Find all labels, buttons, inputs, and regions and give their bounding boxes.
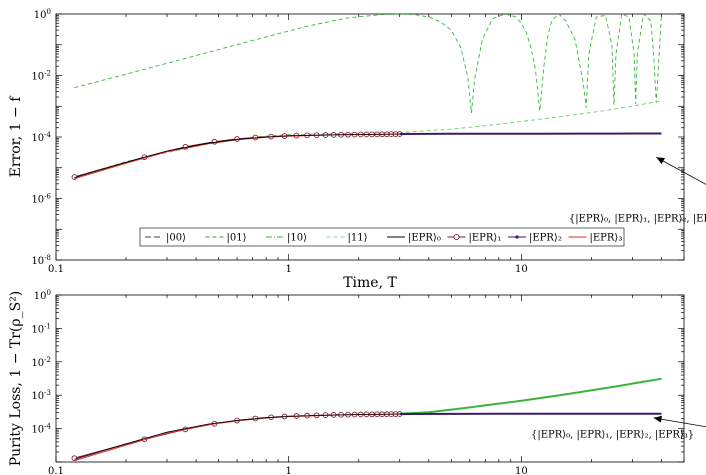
- series-line-epr3: [74, 413, 400, 462]
- y-tick-label: 100: [34, 8, 51, 21]
- y-tick-base: 10: [34, 10, 47, 21]
- y-tick-base: 10: [31, 72, 44, 83]
- y-tick-base: 10: [31, 195, 44, 206]
- legend-entry-label: |11⟩: [348, 233, 368, 244]
- y-tick-exponent: -1: [44, 322, 51, 330]
- legend-entry-label: |EPR⟩₀: [408, 233, 441, 244]
- annotation-label: {|EPR⟩₀, |EPR⟩₁, |EPR⟩₂, |EPR⟩₃}: [531, 429, 694, 440]
- y-tick-base: 10: [34, 291, 47, 302]
- y-tick-label: 10-4: [31, 131, 51, 144]
- y-axis-label: Error, 1 − f: [8, 95, 24, 178]
- legend: |00⟩ |01⟩ |10⟩ |11⟩ |EPR⟩₀ |EPR⟩₁ |EPR⟩₂ |EPR⟩₃: [139, 227, 625, 247]
- x-tick-label: 10: [515, 264, 528, 275]
- legend-entry-label: |01⟩: [227, 233, 247, 244]
- y-tick-label: 10-2: [31, 70, 51, 83]
- series-line-epr0: [74, 413, 400, 460]
- annotation-arrow-line: [656, 156, 706, 185]
- y-tick-base: 10: [31, 256, 44, 267]
- plot-frame: [55, 294, 685, 463]
- legend-entry-label: |EPR⟩₁: [469, 233, 502, 244]
- y-tick-label: 10-3: [31, 389, 51, 402]
- y-tick-label: 10-6: [31, 193, 51, 206]
- x-tick-label: 1: [285, 264, 291, 275]
- y-tick-label: 100: [34, 289, 51, 302]
- series-line-epr0: [74, 133, 400, 178]
- y-tick-exponent: -3: [44, 389, 51, 397]
- y-tick-exponent: -2: [44, 356, 51, 364]
- series-line-green: [399, 377, 662, 415]
- y-tick-exponent: 0: [47, 289, 51, 297]
- y-tick-exponent: -2: [44, 70, 51, 78]
- legend-entry-label: |EPR⟩₃: [590, 233, 623, 244]
- y-tick-base: 10: [31, 133, 44, 144]
- series-line-s11: [74, 100, 662, 178]
- y-axis-label: Purity Loss, 1 − Tr(ρ_S²): [8, 291, 24, 467]
- y-tick-label: 10-2: [31, 356, 51, 369]
- y-tick-base: 10: [31, 324, 44, 335]
- legend-entry-label: |10⟩: [287, 233, 307, 244]
- annotation-arrow-head: [656, 157, 665, 165]
- y-tick-base: 10: [31, 425, 44, 436]
- legend-entry-label: |00⟩: [166, 233, 186, 244]
- x-tick-label: 0.1: [48, 264, 64, 275]
- x-tick-label: 1: [285, 466, 291, 475]
- y-tick-exponent: -8: [44, 254, 51, 262]
- y-tick-exponent: 0: [47, 8, 51, 16]
- x-axis-label: Time, T: [343, 275, 397, 291]
- series-line-epr_tail: [399, 132, 662, 135]
- annotation-arrow-line: [653, 417, 706, 428]
- legend-swatch-marker: [515, 235, 519, 239]
- legend-box: [139, 227, 625, 247]
- y-tick-exponent: -4: [44, 423, 51, 431]
- y-tick-label: 10-1: [31, 322, 51, 335]
- series-line-s01: [74, 14, 662, 114]
- x-tick-label: 0.1: [48, 466, 64, 475]
- data-layer: [71, 377, 662, 462]
- y-tick-exponent: -6: [44, 193, 51, 201]
- y-tick-base: 10: [31, 391, 44, 402]
- legend-swatch-marker: [453, 233, 460, 241]
- y-tick-exponent: -4: [44, 131, 51, 139]
- y-tick-label: 10-8: [31, 254, 51, 267]
- annotation-label: {|EPR⟩₀, |EPR⟩₁, |EPR⟩₂, |EPR⟩₃}: [569, 213, 706, 224]
- y-tick-base: 10: [31, 358, 44, 369]
- x-tick-label: 10: [515, 466, 528, 475]
- data-layer: [71, 14, 662, 180]
- y-tick-label: 10-4: [31, 423, 51, 436]
- annotation-arrow-head: [653, 415, 663, 423]
- legend-entry-label: |EPR⟩₂: [529, 233, 562, 244]
